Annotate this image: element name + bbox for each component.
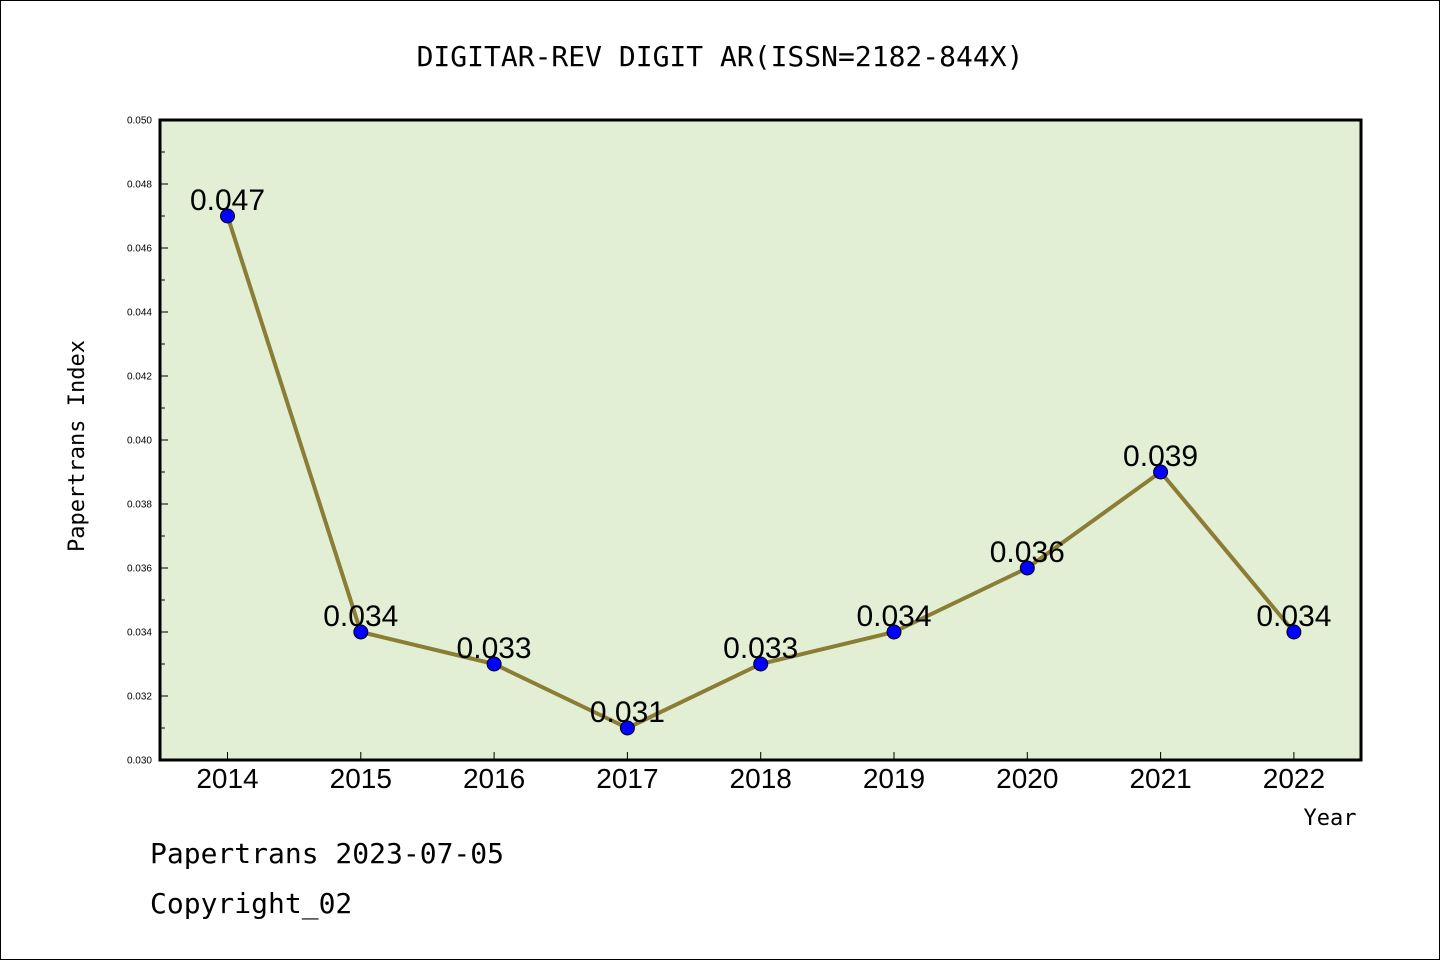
y-tick-label: 0.042 bbox=[127, 372, 152, 383]
footer-date: Papertrans 2023-07-05 bbox=[150, 837, 504, 870]
y-tick-label: 0.036 bbox=[127, 564, 152, 575]
data-point bbox=[886, 624, 902, 640]
data-label: 0.033 bbox=[723, 632, 798, 665]
x-tick-label: 2018 bbox=[730, 763, 792, 794]
data-point bbox=[619, 720, 635, 736]
data-label: 0.031 bbox=[590, 696, 665, 729]
y-tick-label: 0.044 bbox=[127, 308, 152, 319]
y-tick-label: 0.040 bbox=[127, 436, 152, 447]
x-axis: 2014 2015 2016 2017 2018 2019 2020 2021 2022 bbox=[196, 752, 1325, 794]
y-tick-label: 0.046 bbox=[127, 244, 152, 255]
y-axis-label: Papertrans Index bbox=[65, 340, 90, 552]
data-label: 0.047 bbox=[190, 184, 265, 217]
y-tick-label: 0.030 bbox=[127, 756, 152, 767]
y-tick-label: 0.038 bbox=[127, 500, 152, 511]
chart-title: DIGITAR-REV DIGIT AR(ISSN=2182-844X) bbox=[417, 40, 1024, 73]
plot-area bbox=[158, 118, 1363, 762]
data-point bbox=[353, 624, 369, 640]
footer-copyright: Copyright_02 bbox=[150, 887, 352, 921]
data-label: 0.034 bbox=[1256, 600, 1331, 633]
x-tick-label: 2022 bbox=[1263, 763, 1325, 794]
data-point bbox=[1019, 560, 1035, 576]
data-label: 0.034 bbox=[323, 600, 398, 633]
data-point bbox=[220, 208, 235, 224]
y-tick-label: 0.032 bbox=[127, 692, 152, 703]
series-markers bbox=[220, 208, 1302, 736]
y-tick-label: 0.048 bbox=[127, 180, 152, 191]
y-axis: 0.030 0.032 0.034 0.036 0.038 0.040 0.042 0.044… bbox=[127, 116, 168, 767]
x-tick-label: 2014 bbox=[196, 763, 258, 794]
x-tick-label: 2021 bbox=[1129, 763, 1191, 794]
x-axis-label: Year bbox=[1304, 806, 1357, 831]
data-point bbox=[486, 656, 502, 672]
data-point bbox=[1286, 624, 1302, 640]
x-tick-label: 2020 bbox=[996, 763, 1058, 794]
data-label: 0.033 bbox=[457, 632, 532, 665]
data-point bbox=[1153, 464, 1169, 480]
data-label: 0.036 bbox=[990, 536, 1065, 569]
data-point bbox=[753, 656, 769, 672]
x-tick-label: 2016 bbox=[463, 763, 525, 794]
data-labels: 0.047 0.034 0.033 0.031 0.033 0.034 0.036 0.039… bbox=[190, 184, 1331, 729]
x-tick-label: 2015 bbox=[330, 763, 392, 794]
data-label: 0.039 bbox=[1123, 440, 1198, 473]
data-label: 0.034 bbox=[856, 600, 931, 633]
y-tick-label: 0.034 bbox=[127, 628, 152, 639]
x-tick-label: 2017 bbox=[596, 763, 658, 794]
y-tick-label: 0.050 bbox=[127, 116, 152, 127]
x-tick-label: 2019 bbox=[863, 763, 925, 794]
